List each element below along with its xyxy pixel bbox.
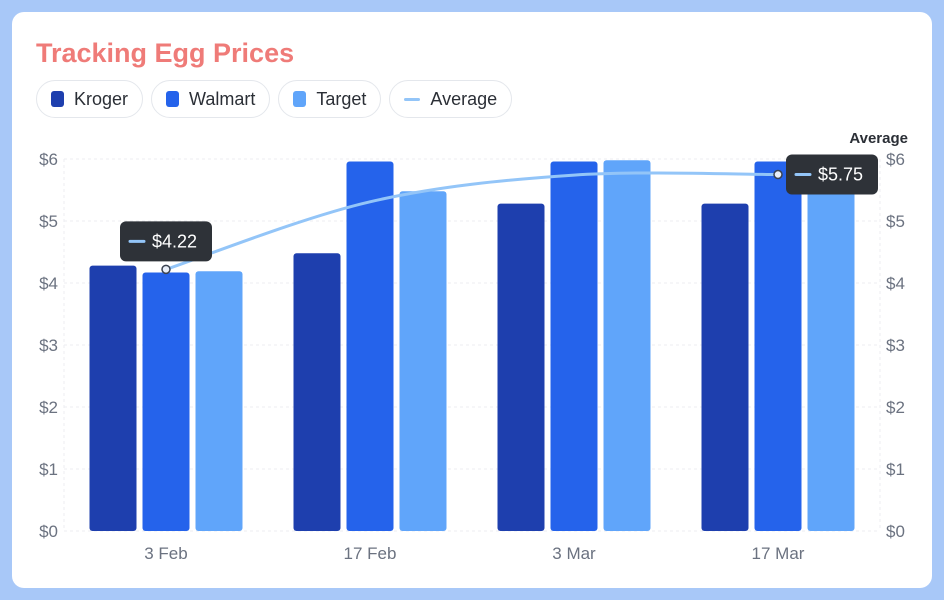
bar-walmart (754, 161, 802, 532)
bar-walmart (550, 161, 598, 532)
legend-label: Walmart (189, 88, 256, 109)
bar-kroger (89, 265, 137, 531)
bar-target (603, 160, 651, 532)
x-tick-label: 17 Feb (344, 544, 397, 563)
tooltip-value: $4.22 (152, 231, 197, 251)
y-tick-label-right: $2 (886, 398, 905, 417)
bar-target (399, 191, 447, 532)
legend-item-walmart[interactable]: Walmart (151, 80, 271, 118)
average-point (161, 264, 171, 275)
y-tick-label-left: $3 (39, 336, 58, 355)
bar-walmart (346, 161, 394, 532)
x-tick-label: 3 Feb (144, 544, 187, 563)
average-line-icon (404, 97, 421, 101)
legend-label: Kroger (74, 88, 129, 109)
tooltip-box (786, 154, 878, 195)
average-line (164, 171, 780, 271)
right-axis-title: Average (849, 130, 908, 147)
bar-kroger (701, 203, 749, 531)
x-tick-label: 17 Mar (752, 544, 805, 563)
bar-kroger (497, 203, 545, 531)
legend-item-kroger[interactable]: Kroger (36, 80, 144, 118)
legend-item-target[interactable]: Target (278, 80, 382, 118)
bar-walmart (142, 272, 190, 531)
target-swatch-icon (293, 91, 307, 107)
tooltip-value: $5.75 (818, 165, 863, 185)
legend: Kroger Walmart Target Average (36, 80, 513, 118)
legend-item-average[interactable]: Average (389, 80, 513, 118)
y-tick-label-right: $3 (886, 336, 905, 355)
y-tick-label-right: $5 (886, 212, 905, 231)
y-tick-label-left: $0 (39, 522, 58, 541)
y-tick-label-right: $1 (886, 460, 905, 479)
y-tick-label-left: $5 (39, 212, 58, 231)
tooltip-box (120, 221, 212, 262)
y-tick-label-right: $6 (886, 150, 905, 169)
y-tick-label-right: $4 (886, 274, 905, 293)
bar-target (807, 175, 855, 532)
walmart-swatch-icon (166, 91, 180, 107)
average-point (773, 169, 783, 180)
y-tick-label-left: $6 (39, 150, 58, 169)
legend-label: Target (316, 88, 367, 109)
y-tick-label-left: $4 (39, 274, 58, 293)
y-tick-label-right: $0 (886, 522, 905, 541)
kroger-swatch-icon (51, 91, 64, 107)
y-tick-label-left: $2 (39, 398, 58, 417)
bar-target (195, 271, 243, 531)
chart-title: Tracking Egg Prices (36, 38, 295, 68)
legend-label: Average (430, 88, 498, 109)
x-tick-label: 3 Mar (552, 544, 596, 563)
y-tick-label-left: $1 (39, 460, 58, 479)
bar-kroger (293, 253, 341, 532)
